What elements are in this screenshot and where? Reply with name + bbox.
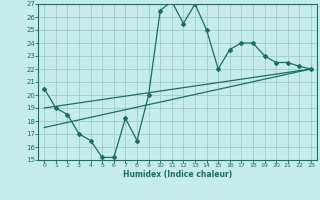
- X-axis label: Humidex (Indice chaleur): Humidex (Indice chaleur): [123, 170, 232, 179]
